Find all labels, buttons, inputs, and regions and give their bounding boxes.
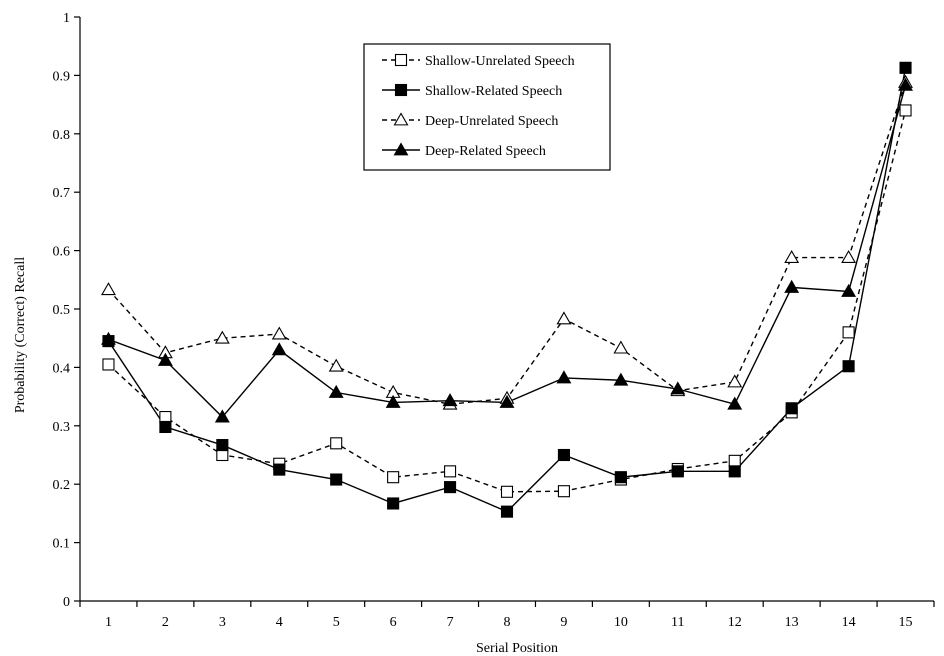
x-tick-label: 14 [842, 615, 856, 630]
legend-label-2: Shallow-Related Speech [425, 84, 562, 99]
y-tick-label: 0.3 [53, 420, 71, 435]
x-tick-label: 2 [162, 615, 169, 630]
x-tick-label: 15 [899, 615, 913, 630]
data-point-series-4 [841, 283, 857, 297]
data-point-series-3 [271, 326, 287, 340]
data-point-series-4 [670, 381, 686, 395]
data-point-series-2 [899, 61, 912, 74]
y-tick-label: 0.1 [53, 537, 71, 552]
y-tick-label: 0 [63, 595, 70, 610]
y-axis-title: Probability (Correct) Recall [13, 257, 28, 413]
data-point-series-2 [614, 471, 627, 484]
x-tick-label: 6 [390, 615, 397, 630]
data-point-series-1 [728, 454, 741, 467]
data-point-series-1 [159, 410, 172, 424]
y-tick-label: 1 [63, 11, 70, 26]
data-point-series-1 [387, 471, 400, 484]
x-tick-label: 9 [560, 615, 567, 630]
x-tick-label: 1 [105, 615, 112, 630]
legend-label-1: Shallow-Unrelated Speech [425, 54, 575, 69]
series-layer [101, 61, 913, 518]
legend-marker-1 [394, 53, 408, 67]
data-point-series-2 [728, 465, 741, 478]
data-point-series-2 [444, 481, 457, 494]
y-tick-label: 0.9 [53, 69, 71, 84]
legend: Shallow-Unrelated Speech Shallow-Related … [363, 43, 611, 171]
legend-marker-4 [393, 142, 409, 156]
x-tick-label: 5 [333, 615, 340, 630]
y-tick-label: 0.8 [53, 128, 71, 143]
data-point-series-3 [841, 249, 857, 264]
legend-marker-3 [393, 112, 409, 126]
data-point-series-4 [385, 394, 401, 408]
data-point-series-2 [842, 360, 855, 373]
data-point-series-2 [557, 448, 570, 462]
data-point-series-4 [784, 279, 800, 293]
x-tick-label: 10 [614, 615, 628, 630]
data-point-series-4 [101, 331, 116, 345]
legend-marker-2 [394, 83, 408, 97]
legend-label-4: Deep-Related Speech [425, 144, 546, 159]
y-tick-label: 0.2 [53, 478, 71, 493]
x-tick-label: 13 [785, 615, 799, 630]
data-point-series-2 [671, 465, 684, 478]
x-tick-label: 3 [219, 615, 226, 630]
data-point-series-4 [499, 394, 515, 408]
data-point-series-2 [330, 473, 343, 486]
axes: 00.10.20.30.40.50.60.70.80.911 2 3 4 5 6 7 8 9 10… [53, 11, 935, 630]
x-tick-label: 12 [728, 615, 742, 630]
data-point-series-1 [216, 448, 229, 462]
x-axis-title: Serial Position [476, 641, 558, 656]
data-point-series-4 [898, 77, 913, 91]
x-tick-label: 4 [276, 615, 283, 630]
data-point-series-3 [556, 311, 572, 325]
data-point-series-2 [273, 463, 286, 476]
data-point-series-1 [444, 465, 457, 478]
x-tick-label: 7 [447, 615, 454, 630]
data-point-series-1 [842, 326, 855, 339]
data-point-series-3 [101, 282, 116, 296]
data-point-series-4 [157, 352, 173, 366]
series-line-1 [107, 110, 907, 493]
data-point-series-2 [785, 402, 798, 415]
data-point-series-1 [102, 358, 115, 371]
data-point-series-2 [500, 505, 514, 518]
data-point-series-3 [784, 249, 800, 264]
data-point-series-4 [613, 372, 629, 386]
data-point-series-4 [271, 342, 287, 356]
y-tick-label: 0.6 [53, 245, 71, 260]
legend-label-3: Deep-Unrelated Speech [425, 114, 558, 129]
data-point-series-4 [556, 370, 572, 384]
data-point-series-3 [727, 374, 743, 388]
data-point-series-4 [727, 396, 743, 410]
data-point-series-3 [613, 340, 629, 354]
data-point-series-1 [899, 104, 912, 117]
data-point-series-2 [159, 420, 172, 434]
data-point-series-3 [328, 358, 344, 372]
data-point-series-4 [214, 409, 230, 423]
data-point-series-2 [387, 497, 400, 510]
data-point-series-4 [442, 393, 458, 407]
x-tick-label: 8 [504, 615, 511, 630]
y-tick-label: 0.7 [53, 186, 71, 201]
data-point-series-1 [500, 485, 514, 498]
data-point-series-4 [328, 384, 344, 398]
data-point-series-3 [214, 330, 230, 344]
y-tick-label: 0.4 [53, 361, 71, 376]
x-tick-label: 11 [671, 615, 684, 630]
y-tick-label: 0.5 [53, 303, 71, 318]
data-point-series-1 [330, 437, 343, 450]
data-point-series-2 [216, 439, 229, 452]
data-point-series-1 [557, 485, 570, 498]
